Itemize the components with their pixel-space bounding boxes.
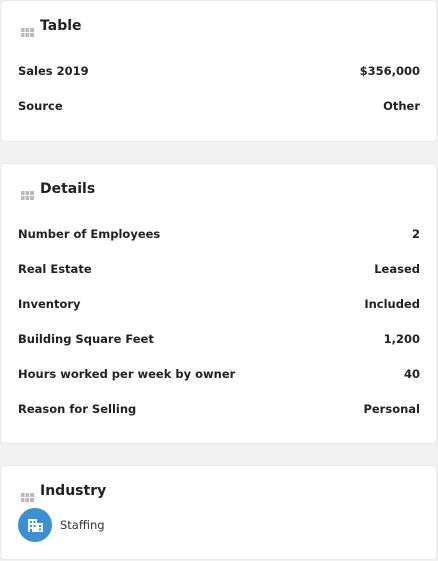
section-title: Table (40, 18, 82, 34)
detail-row: Sales 2019 $356,000 (18, 61, 420, 81)
row-value: Leased (374, 262, 420, 276)
row-value: $356,000 (359, 64, 420, 78)
section-icon (21, 487, 34, 502)
row-value: 2 (411, 227, 420, 241)
section-icon (21, 185, 34, 200)
detail-row: Inventory Included (18, 294, 420, 314)
row-value: 40 (403, 367, 420, 381)
industry-icon (18, 508, 52, 542)
card: Industry Staffing (1, 466, 436, 559)
row-label: Hours worked per week by owner (18, 367, 236, 381)
row-label: Real Estate (18, 262, 92, 276)
detail-row: Building Square Feet 1,200 (18, 329, 420, 349)
row-value: Included (364, 297, 420, 311)
row-label: Building Square Feet (18, 332, 154, 346)
row-label: Source (18, 99, 63, 113)
card: Details Number of Employees 2 Real Estate Le… (1, 164, 436, 443)
detail-row: Reason for Selling Personal (18, 399, 420, 419)
row-label: Number of Employees (18, 227, 161, 241)
detail-row: Real Estate Leased (18, 259, 420, 279)
section-title: Industry (40, 483, 107, 499)
detail-row: Hours worked per week by owner 40 (18, 364, 420, 384)
row-value: Other (383, 99, 420, 113)
section-title: Details (40, 181, 96, 197)
detail-row: Number of Employees 2 (18, 224, 420, 244)
row-value: Personal (363, 402, 420, 416)
row-label: Reason for Selling (18, 402, 137, 416)
card: Table Sales 2019 $356,000 Source Other (1, 1, 436, 141)
row-value: 1,200 (383, 332, 420, 346)
detail-row: Source Other (18, 96, 420, 116)
industry-label: Staffing (60, 518, 105, 532)
row-label: Inventory (18, 297, 81, 311)
row-label: Sales 2019 (18, 64, 89, 78)
section-icon (21, 22, 34, 37)
